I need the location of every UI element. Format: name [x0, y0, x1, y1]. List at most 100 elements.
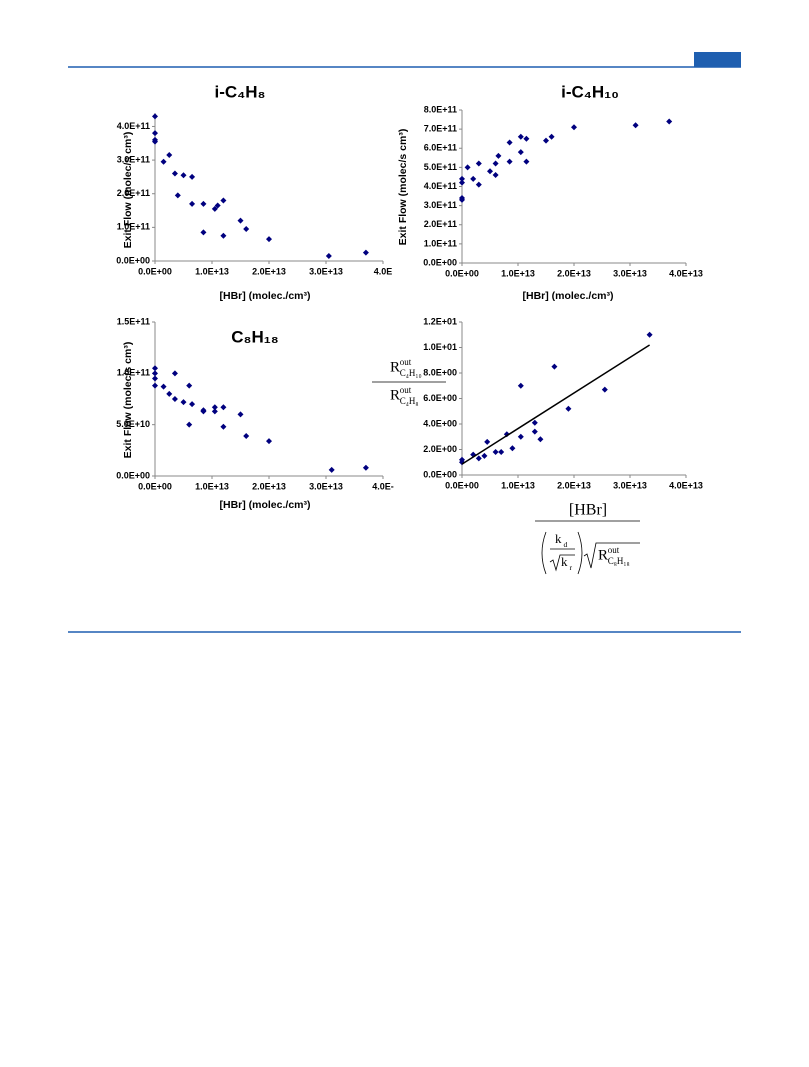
x-label-root-sub: C₈H₁₈	[608, 556, 630, 566]
x-label-kd-sub: d	[563, 540, 567, 549]
data-point	[517, 133, 524, 140]
data-point	[492, 449, 499, 456]
x-tick-label: 1.0E+13	[195, 481, 229, 491]
data-point	[362, 464, 369, 471]
data-point	[328, 466, 335, 473]
data-point	[166, 152, 173, 159]
y-tick-label: 1.5E+11	[117, 316, 150, 326]
data-point	[237, 411, 244, 418]
x-tick-label: 1.0E+13	[501, 268, 535, 278]
y-label-denominator-base: R	[390, 387, 400, 403]
x-tick-label: 1.0E+13	[501, 480, 535, 490]
data-point	[523, 135, 530, 142]
data-point	[571, 124, 577, 131]
y-axis-label: Exit Flow (molec/s cm³)	[122, 132, 134, 249]
y-tick-label: 8.0E+00	[423, 367, 457, 377]
data-point	[189, 401, 196, 408]
y-tick-label: 6.0E+11	[424, 143, 457, 153]
data-point	[362, 249, 369, 256]
x-tick-label: 3.0E+13	[613, 480, 647, 490]
x-tick-label: 0.0E+00	[138, 266, 172, 276]
data-point	[152, 370, 158, 377]
y-axis-label: Exit Flow (molec/s cm³)	[122, 342, 134, 459]
y-tick-label: 1.0E+11	[424, 238, 457, 248]
x-label-root-sup: out	[608, 545, 620, 555]
data-point	[464, 164, 471, 171]
y-tick-label: 1.2E+01	[423, 316, 457, 326]
y-tick-label: 6.0E+00	[423, 393, 457, 403]
x-axis-label: [HBr] (molec./cm³)	[522, 290, 613, 302]
y-label-denominator-sub: C₄H₈	[400, 396, 419, 406]
trendline	[461, 344, 651, 465]
data-point	[509, 445, 516, 452]
chart-title: i-C₄H₁₀	[561, 82, 619, 101]
data-point	[517, 433, 524, 440]
data-point	[495, 152, 502, 159]
y-tick-label: 1.0E+01	[423, 342, 457, 352]
data-point	[171, 170, 178, 177]
data-point	[646, 331, 653, 338]
y-tick-label: 2.0E+11	[117, 188, 150, 198]
y-label-denominator-sup: out	[400, 385, 412, 395]
data-point	[152, 365, 158, 372]
data-point	[220, 423, 227, 430]
x-tick-label: 0.0E+00	[445, 268, 479, 278]
x-tick-label: 2.0E+13	[557, 480, 591, 490]
data-point	[475, 455, 482, 462]
data-point	[487, 168, 493, 175]
x-tick-label: 2.0E+13	[557, 268, 591, 278]
y-tick-label: 7.0E+11	[424, 124, 457, 134]
x-tick-label: 0.0E+00	[445, 480, 479, 490]
y-tick-label: 0.0E+00	[116, 255, 150, 265]
data-point	[200, 407, 207, 414]
data-point	[601, 386, 608, 393]
x-tick-label: 3.0E+13	[613, 268, 647, 278]
x-axis-label: [HBr] (molec./cm³)	[219, 290, 310, 302]
x-tick-label: 4.0E	[374, 266, 393, 276]
data-point	[531, 419, 538, 426]
data-point	[166, 390, 173, 397]
data-point	[475, 181, 482, 188]
data-point	[481, 452, 488, 459]
data-point	[186, 421, 193, 428]
data-point	[152, 382, 158, 389]
data-point	[200, 229, 207, 236]
data-point	[220, 404, 227, 411]
data-point	[498, 449, 505, 456]
y-label-numerator-sup: out	[400, 357, 412, 367]
data-point	[325, 252, 332, 259]
y-tick-label: 1.0E+11	[117, 222, 150, 232]
data-point	[492, 160, 499, 167]
parenthesis	[541, 531, 547, 575]
data-point	[666, 118, 673, 125]
x-label-kd-base: k	[555, 531, 562, 546]
data-point	[551, 363, 558, 370]
data-point	[189, 173, 196, 180]
x-tick-label: 4.0E+13	[669, 480, 703, 490]
parenthesis	[577, 531, 583, 575]
data-point	[459, 194, 465, 201]
data-point	[243, 432, 250, 439]
data-point	[180, 172, 187, 179]
y-tick-label: 0.0E+00	[116, 470, 150, 480]
x-label-kr-base: k	[561, 554, 568, 569]
data-point	[531, 428, 538, 435]
radical	[583, 542, 640, 569]
data-point	[220, 197, 227, 204]
data-point	[632, 122, 639, 129]
y-tick-label: 3.0E+11	[117, 154, 150, 164]
data-point	[523, 158, 530, 165]
data-point	[470, 175, 477, 182]
data-point	[160, 383, 167, 390]
data-point	[152, 113, 158, 120]
data-point	[189, 200, 196, 207]
chart-title: i-C₄H₈	[215, 82, 266, 101]
data-point	[171, 370, 178, 377]
data-point	[214, 202, 221, 209]
x-label-kr-sub: r	[569, 563, 572, 572]
y-tick-label: 2.0E+00	[423, 444, 457, 454]
data-point	[484, 438, 491, 445]
data-point	[211, 408, 218, 415]
